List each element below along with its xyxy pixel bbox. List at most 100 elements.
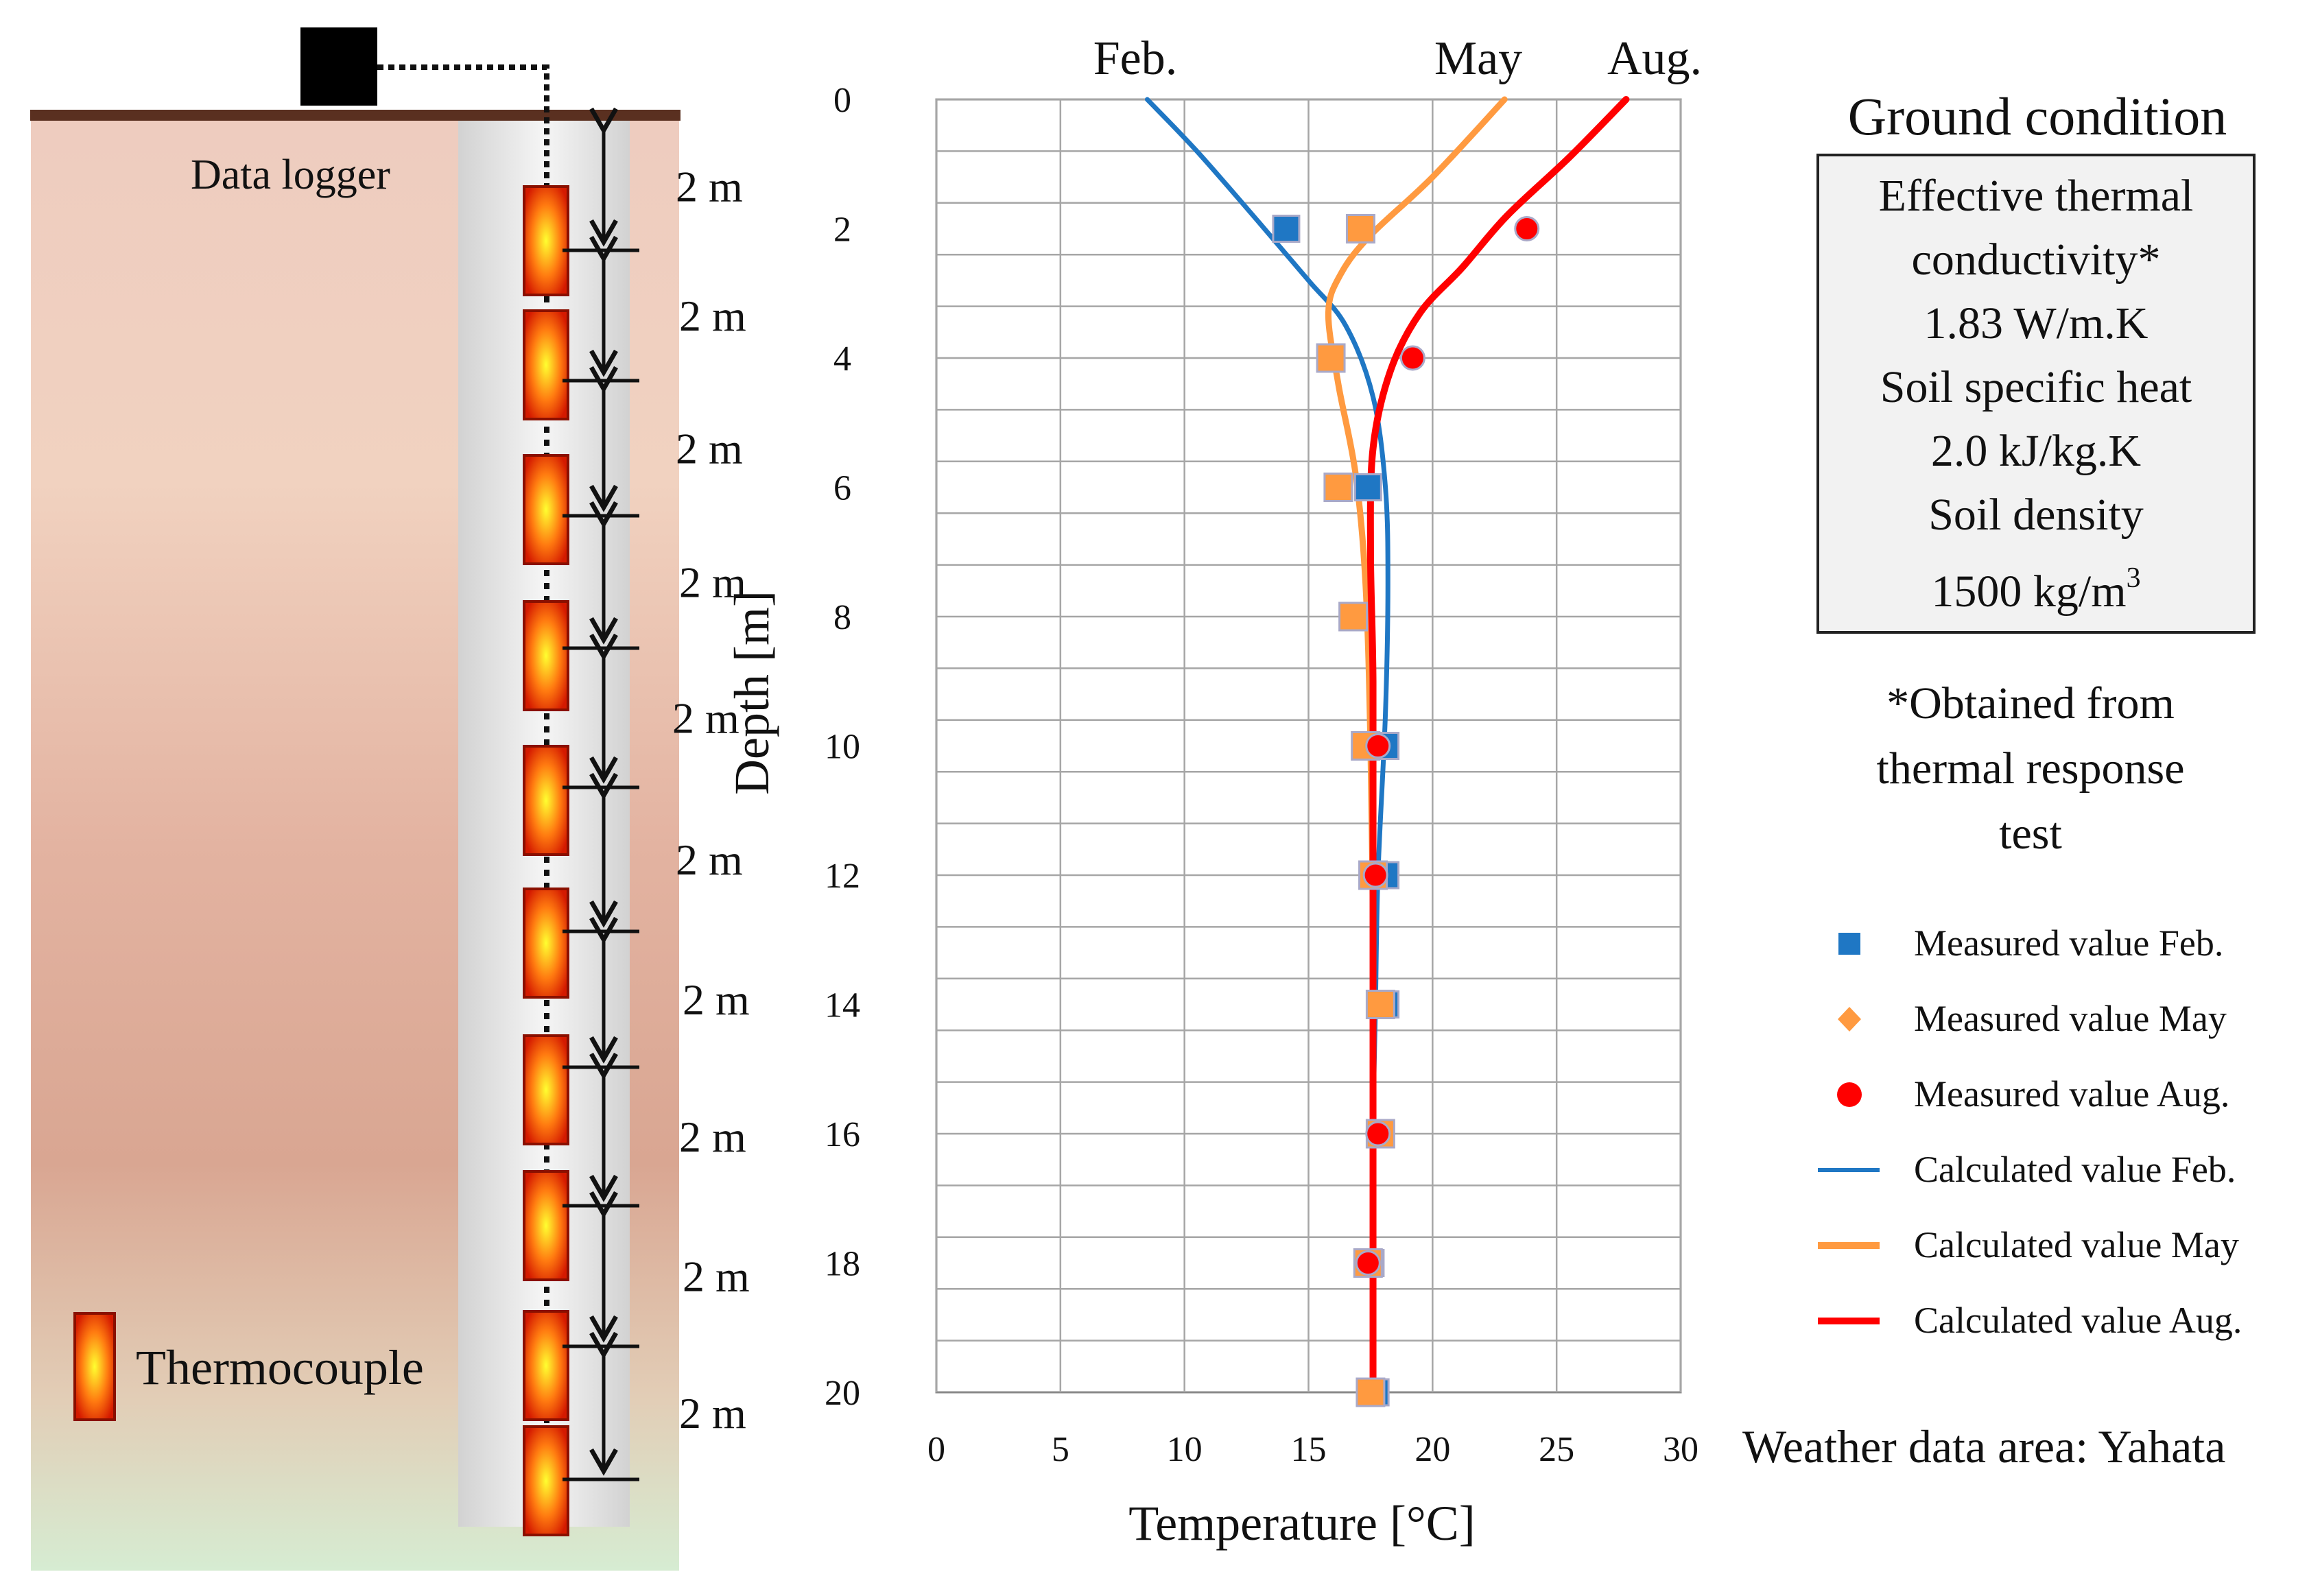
thermocouple [523,1034,569,1145]
legend-item: Calculated value Feb. [1818,1132,2312,1207]
legend-line-symbol [1818,1242,1880,1249]
legend-label: Measured value May [1914,998,2227,1039]
spacing-label: 2 m [679,1112,746,1161]
x-axis-label: Temperature [°C] [1128,1496,1476,1551]
legend-item: Measured value May [1818,981,2312,1056]
thermocouple [523,1310,569,1421]
x-tick-label: 20 [1415,1430,1450,1469]
y-tick-label: 12 [825,857,860,896]
soil-density-value: 1500 kg/m [1931,567,2127,617]
legend-line-symbol [1818,1318,1880,1324]
marker-aug [1399,345,1425,371]
x-tick-label: 0 [927,1430,945,1469]
thermocouple-string: 2 m 2 m 2 m 2 m 2 m 2 m 2 m 2 m 2 m 2 m [523,107,750,1536]
legend-item: Calculated value May [1818,1207,2312,1283]
y-tick-label: 2 [833,211,851,250]
x-tick-label: 25 [1539,1430,1574,1469]
legend-item: Measured value Aug. [1818,1056,2312,1132]
y-tick-label: 6 [833,469,851,508]
spacing-label: 2 m [679,1389,746,1438]
footnote-line-3: test [1999,809,2062,859]
marker-aug [1365,733,1391,759]
marker-may [1323,473,1353,502]
ground-condition-title: Ground condition [1847,86,2227,146]
data-logger-label: Data logger [191,152,390,198]
y-tick-label: 16 [825,1115,860,1154]
spacing-label: 2 m [676,835,743,884]
top-label-aug: Aug. [1607,32,1702,85]
gc-line-2: conductivity* [1911,235,2161,285]
marker-may [1338,602,1369,632]
temperature-depth-chart: 0 5 10 15 20 25 30 0 2 4 6 8 10 12 14 16 18 20 Temperatu… [724,32,1702,1551]
gc-line-6: Soil density [1928,490,2144,540]
marker-may [1365,990,1395,1019]
borehole-diagram: Data logger 2 m2 m2 m2 m2 m2 m2 m2 m2 m2… [30,27,750,1571]
legend-label: Calculated value Feb. [1914,1149,2236,1190]
gridlines [935,98,1682,1392]
footnote-line-1: *Obtained from [1886,678,2175,728]
x-tick-label: 5 [1052,1430,1069,1469]
marker-aug [1355,1250,1381,1276]
legend-square-symbol [1838,933,1860,955]
legend-diamond-symbol [1838,1007,1861,1032]
logger-cable [377,64,549,192]
weather-area-label: Weather data area: Yahata [1742,1420,2226,1473]
thermocouple [523,1170,569,1281]
spacing-label: 2 m [679,291,746,340]
y-tick-label: 14 [825,986,860,1025]
measured-markers [1272,214,1540,1407]
spacing-label: 2 m [672,694,739,743]
top-label-may: May [1434,32,1522,85]
x-tick-label: 10 [1167,1430,1203,1469]
y-tick-label: 20 [825,1374,860,1413]
gc-line-7: 1500 kg/m3 [1931,547,2140,623]
cubic-superscript: 3 [2126,562,2141,594]
marker-may [1345,214,1375,243]
chart-legend: Measured value Feb. Measured value May M… [1818,905,2312,1358]
data-logger-icon [300,27,377,106]
top-label-feb: Feb. [1093,32,1178,85]
footnote: *Obtained from thermal response test [1804,671,2257,866]
calculated-line-aug [1366,96,1630,1396]
legend-label: Measured value Aug. [1914,1073,2230,1115]
y-tick-label: 10 [825,728,860,767]
x-tick-label: 30 [1663,1430,1698,1469]
thermocouple [523,185,569,296]
legend-circle-symbol [1837,1082,1862,1107]
ground-surface-line [30,110,680,121]
thermocouple-legend-icon [73,1312,116,1421]
spacing-label: 2 m [676,163,743,211]
marker-may [1356,1377,1386,1407]
marker-aug [1365,1121,1391,1147]
y-tick-label: 18 [825,1245,860,1284]
legend-item: Calculated value Aug. [1818,1283,2312,1358]
thermocouple [523,600,569,711]
marker-may [1316,343,1346,373]
thermocouple [523,309,569,420]
thermocouple [523,888,569,999]
y-tick-label: 8 [833,598,851,637]
spacing-label: 2 m [683,1252,750,1301]
y-axis-label: Depth [m] [724,591,779,795]
legend-label: Measured value Feb. [1914,922,2224,964]
gc-line-3: 1.83 W/m.K [1924,298,2149,348]
thermocouple [523,745,569,856]
marker-feb [1353,473,1382,501]
thermocouple [523,454,569,565]
spacing-label: 2 m [683,975,750,1024]
thermocouple [523,1425,569,1536]
legend-label: Calculated value Aug. [1914,1300,2242,1341]
x-tick-label: 15 [1291,1430,1327,1469]
thermocouple-label: Thermocouple [136,1340,424,1395]
legend-label: Calculated value May [1914,1224,2239,1265]
spacing-label: 2 m [676,425,743,473]
gc-line-4: Soil specific heat [1880,362,2192,412]
gc-line-1: Effective thermal [1878,171,2194,221]
marker-aug [1514,216,1540,241]
marker-aug [1362,862,1388,888]
spacing-label: 2 m [679,558,746,607]
gc-line-5: 2.0 kJ/kg.K [1930,426,2142,476]
legend-item: Measured value Feb. [1818,905,2312,981]
footnote-line-2: thermal response [1876,743,2185,794]
